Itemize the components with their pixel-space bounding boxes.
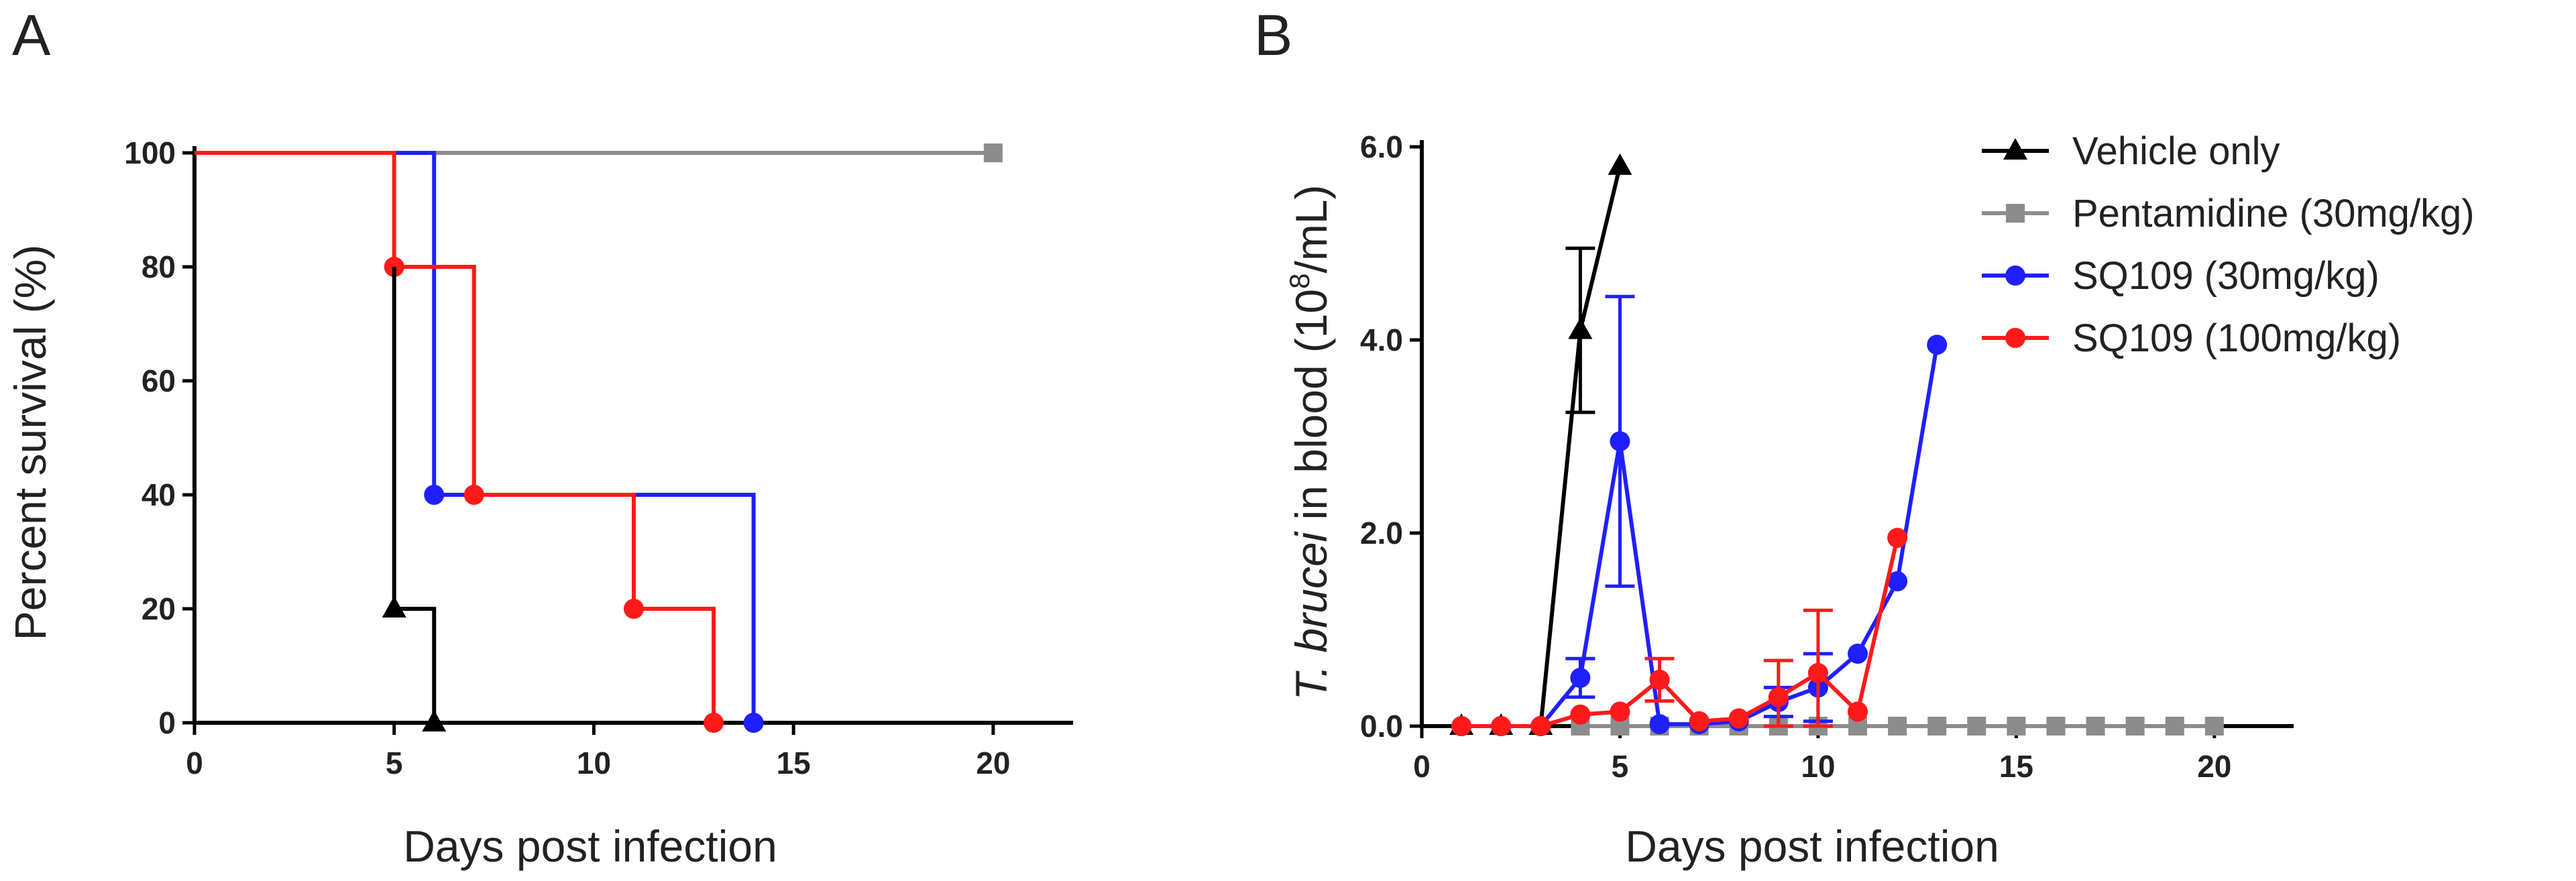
- panel-a-ytick-label: 20: [142, 591, 176, 626]
- legend-swatch-marker: [2003, 138, 2027, 160]
- panel-b-ylabel-exp: 8: [1284, 274, 1315, 289]
- panel-a-ytick-label: 0: [158, 705, 176, 740]
- panel-b-ytick-label: 6.0: [1360, 129, 1403, 164]
- panel-b-data-point: [1768, 687, 1789, 707]
- legend-entry-label: Pentamidine (30mg/kg): [2072, 192, 2475, 235]
- legend-swatch-marker: [2005, 266, 2025, 286]
- panel-b-data-point: [2007, 717, 2026, 736]
- panel-b-plot: 0 5 10 15 20 0.0 2.0 4.0 6.0: [1360, 129, 2294, 784]
- panel-b-data-point: [1887, 571, 1908, 591]
- panel-a-ytick-label: 80: [142, 249, 176, 284]
- panel-a-data-point: [422, 710, 447, 731]
- panel-b-data-point: [1967, 717, 1986, 736]
- panel-a-xtick-label: 0: [186, 746, 203, 780]
- panel-b-data-point: [1530, 716, 1551, 736]
- panel-b-data-point: [1927, 717, 1947, 736]
- panel-b-ylabel-unit-tail: /mL): [1286, 185, 1336, 274]
- panel-b-xtick-label: 20: [2197, 749, 2231, 784]
- panel-b-ylabel-unit: (10: [1286, 289, 1336, 353]
- panel-b-ylabel: T. brucei in blood (108/mL): [1284, 185, 1336, 701]
- panel-b-data-point: [1491, 716, 1512, 736]
- legend-entry-label: Vehicle only: [2072, 129, 2280, 173]
- panel-a-data-point: [424, 485, 445, 505]
- panel-a-label: A: [12, 3, 51, 68]
- panel-a-ytick-label: 60: [142, 363, 176, 398]
- panel-b-data-point: [1689, 711, 1710, 731]
- panel-b-data-point: [2125, 717, 2145, 736]
- panel-b-data-point: [1649, 714, 1670, 735]
- panel-b-ytick-label: 2.0: [1360, 516, 1403, 550]
- panel-a-xtick-label: 15: [777, 746, 811, 780]
- panel-a-data-point: [704, 713, 724, 733]
- panel-b-data-point: [2086, 717, 2105, 736]
- panel-a-data-point: [382, 596, 406, 618]
- panel-a-ytick-label: 40: [142, 477, 176, 512]
- panel-a-series-line: [194, 151, 716, 723]
- panel-b-data-point: [1608, 153, 1632, 175]
- panel-a-data-point: [624, 599, 644, 619]
- panel-b-ytick-label: 0.0: [1360, 709, 1403, 744]
- panel-b-ylabel-rest: in blood: [1286, 365, 1336, 532]
- panel-b-data-point: [1649, 669, 1670, 690]
- panel-b-data-point: [1610, 431, 1630, 452]
- panel-a-data-point: [983, 143, 1003, 162]
- panel-b-data-point: [1888, 717, 1907, 736]
- legend-entry-label: SQ109 (100mg/kg): [2072, 316, 2401, 360]
- panel-b-series-line: [1461, 537, 1900, 728]
- panel-b-ylabel-italic: T. brucei: [1286, 530, 1336, 700]
- panel-b-data-point: [1807, 662, 1828, 683]
- panel-b-data-point: [2046, 717, 2066, 736]
- panel-b-data-point: [1927, 335, 1948, 355]
- panel-a-xtick-label: 20: [976, 746, 1010, 780]
- panel-b-xtick-label: 15: [1999, 749, 2033, 784]
- panel-b-data-point: [1848, 701, 1868, 722]
- panel-b-label: B: [1254, 3, 1292, 68]
- panel-a-xtick-label: 10: [577, 746, 611, 780]
- panel-a-data-point: [743, 713, 764, 733]
- panel-a-plot: 0 5 10 15 20 0 20 40 60 80 100: [124, 135, 1073, 780]
- panel-b-ytick-label: 4.0: [1360, 322, 1403, 357]
- panel-b-data-point: [2165, 717, 2184, 736]
- panel-a: A 0 5 10 15 20 0 20 40 60 80 100 Days post infecti…: [5, 3, 1073, 871]
- panel-b-series-line: [1461, 166, 1622, 728]
- legend-swatch-marker: [2005, 328, 2025, 348]
- panel-b-data-point: [2204, 717, 2224, 736]
- panel-a-ytick-label: 100: [124, 135, 176, 170]
- panel-b-xtick-label: 5: [1612, 749, 1629, 784]
- panel-b-data-point: [1848, 644, 1868, 664]
- panel-b-data-point: [1610, 701, 1630, 722]
- panel-a-ylabel: Percent survival (%): [5, 245, 55, 641]
- panel-b-xlabel: Days post infection: [1625, 821, 1999, 871]
- panel-b-xtick-label: 0: [1413, 749, 1431, 784]
- panel-b-legend: Vehicle only Pentamidine (30mg/kg) SQ109 (…: [1982, 129, 2475, 360]
- panel-a-xtick-label: 5: [386, 746, 403, 780]
- panel-b-data-point: [1728, 708, 1749, 729]
- panel-a-xlabel: Days post infection: [403, 821, 777, 871]
- panel-b-xtick-label: 10: [1801, 749, 1835, 784]
- legend-swatch-marker: [2006, 204, 2025, 223]
- panel-b-data-point: [1570, 668, 1591, 688]
- legend-entry-label: SQ109 (30mg/kg): [2072, 254, 2379, 298]
- panel-b-data-point: [1451, 716, 1472, 736]
- panel-b-data-point: [1887, 528, 1908, 548]
- panel-a-series-line: [392, 267, 437, 723]
- panel-b-data-point: [1570, 704, 1591, 725]
- panel-b-data-point: [1568, 317, 1593, 339]
- panel-b: B 0 5 10 15 20 0.0 2.0 4.0 6.0 Days post infecti…: [1254, 3, 2475, 871]
- panel-a-data-point: [463, 485, 484, 505]
